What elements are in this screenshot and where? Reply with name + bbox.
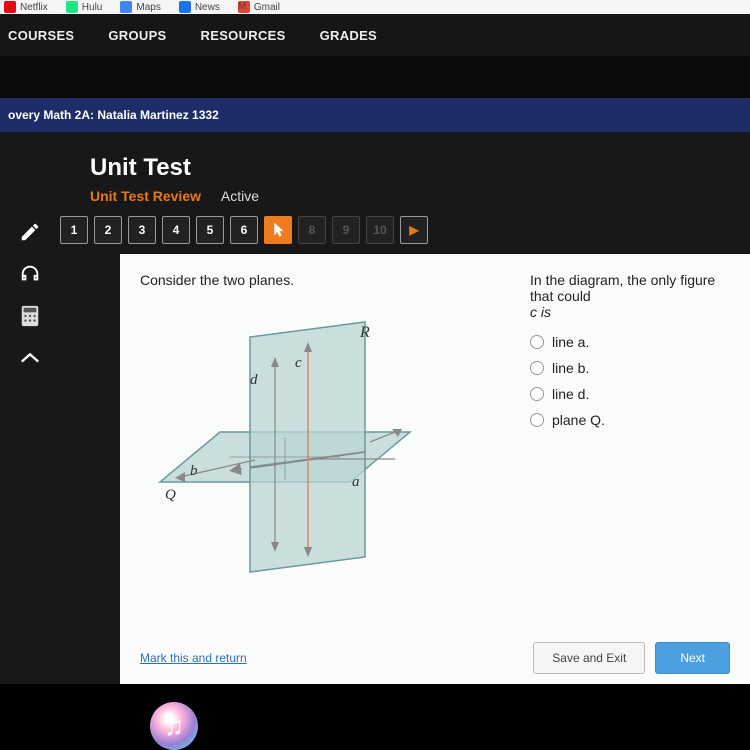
bookmark-news[interactable]: News bbox=[179, 1, 220, 13]
qnav-3[interactable]: 3 bbox=[128, 216, 156, 244]
qnav-5[interactable]: 5 bbox=[196, 216, 224, 244]
itunes-dock-icon[interactable]: ♫ bbox=[150, 702, 198, 750]
qnav-8: 8 bbox=[298, 216, 326, 244]
svg-text:d: d bbox=[250, 372, 258, 388]
qnav-4[interactable]: 4 bbox=[162, 216, 190, 244]
qnav-7-active[interactable] bbox=[264, 216, 292, 244]
qnav-6[interactable]: 6 bbox=[230, 216, 258, 244]
subtitle-active: Active bbox=[221, 188, 259, 204]
nav-courses[interactable]: COURSES bbox=[8, 28, 74, 43]
page-title: Unit Test bbox=[90, 154, 750, 182]
svg-text:a: a bbox=[352, 474, 360, 490]
bookmark-hulu[interactable]: Hulu bbox=[66, 1, 103, 13]
qnav-next[interactable]: ▶ bbox=[400, 216, 428, 244]
next-button[interactable]: Next bbox=[655, 642, 730, 674]
nav-resources[interactable]: RESOURCES bbox=[201, 28, 286, 43]
planes-diagram: R c d b a Q bbox=[140, 302, 450, 582]
radio-icon bbox=[530, 335, 544, 349]
svg-text:c: c bbox=[295, 355, 302, 371]
pencil-icon[interactable] bbox=[18, 220, 42, 244]
svg-text:Q: Q bbox=[165, 487, 176, 503]
save-and-exit-button[interactable]: Save and Exit bbox=[533, 642, 645, 674]
radio-icon bbox=[530, 387, 544, 401]
cursor-icon bbox=[269, 221, 287, 239]
top-nav: COURSES GROUPS RESOURCES GRADES bbox=[0, 14, 750, 56]
collapse-icon[interactable] bbox=[18, 346, 42, 370]
choice-b[interactable]: line b. bbox=[530, 360, 730, 376]
bookmark-maps[interactable]: Maps bbox=[120, 1, 160, 13]
question-prompt-right: In the diagram, the only figure that cou… bbox=[530, 272, 730, 320]
choice-d[interactable]: line d. bbox=[530, 386, 730, 402]
svg-text:R: R bbox=[359, 324, 370, 341]
svg-text:b: b bbox=[190, 463, 198, 479]
bookmark-gmail[interactable]: MGmail bbox=[238, 1, 280, 13]
bookmark-netflix[interactable]: Netflix bbox=[4, 1, 48, 13]
qnav-1[interactable]: 1 bbox=[60, 216, 88, 244]
calculator-icon[interactable] bbox=[18, 304, 42, 328]
nav-groups[interactable]: GROUPS bbox=[108, 28, 166, 43]
mark-and-return-link[interactable]: Mark this and return bbox=[140, 651, 247, 665]
subtitle-review: Unit Test Review bbox=[90, 188, 201, 204]
spacer-bar bbox=[0, 56, 750, 98]
headphones-icon[interactable] bbox=[18, 262, 42, 286]
bookmarks-bar: Netflix Hulu Maps News MGmail bbox=[0, 0, 750, 14]
question-prompt-left: Consider the two planes. bbox=[140, 272, 520, 288]
qnav-2[interactable]: 2 bbox=[94, 216, 122, 244]
radio-icon bbox=[530, 413, 544, 427]
question-nav: 1 2 3 4 5 6 8 9 10 ▶ bbox=[60, 216, 750, 254]
tool-column bbox=[0, 216, 60, 684]
choice-q[interactable]: plane Q. bbox=[530, 412, 730, 428]
choice-a[interactable]: line a. bbox=[530, 334, 730, 350]
qnav-10: 10 bbox=[366, 216, 394, 244]
qnav-9: 9 bbox=[332, 216, 360, 244]
radio-icon bbox=[530, 361, 544, 375]
question-panel: Consider the two planes. bbox=[120, 254, 750, 684]
course-breadcrumb: overy Math 2A: Natalia Martinez 1332 bbox=[0, 98, 750, 132]
nav-grades[interactable]: GRADES bbox=[320, 28, 377, 43]
